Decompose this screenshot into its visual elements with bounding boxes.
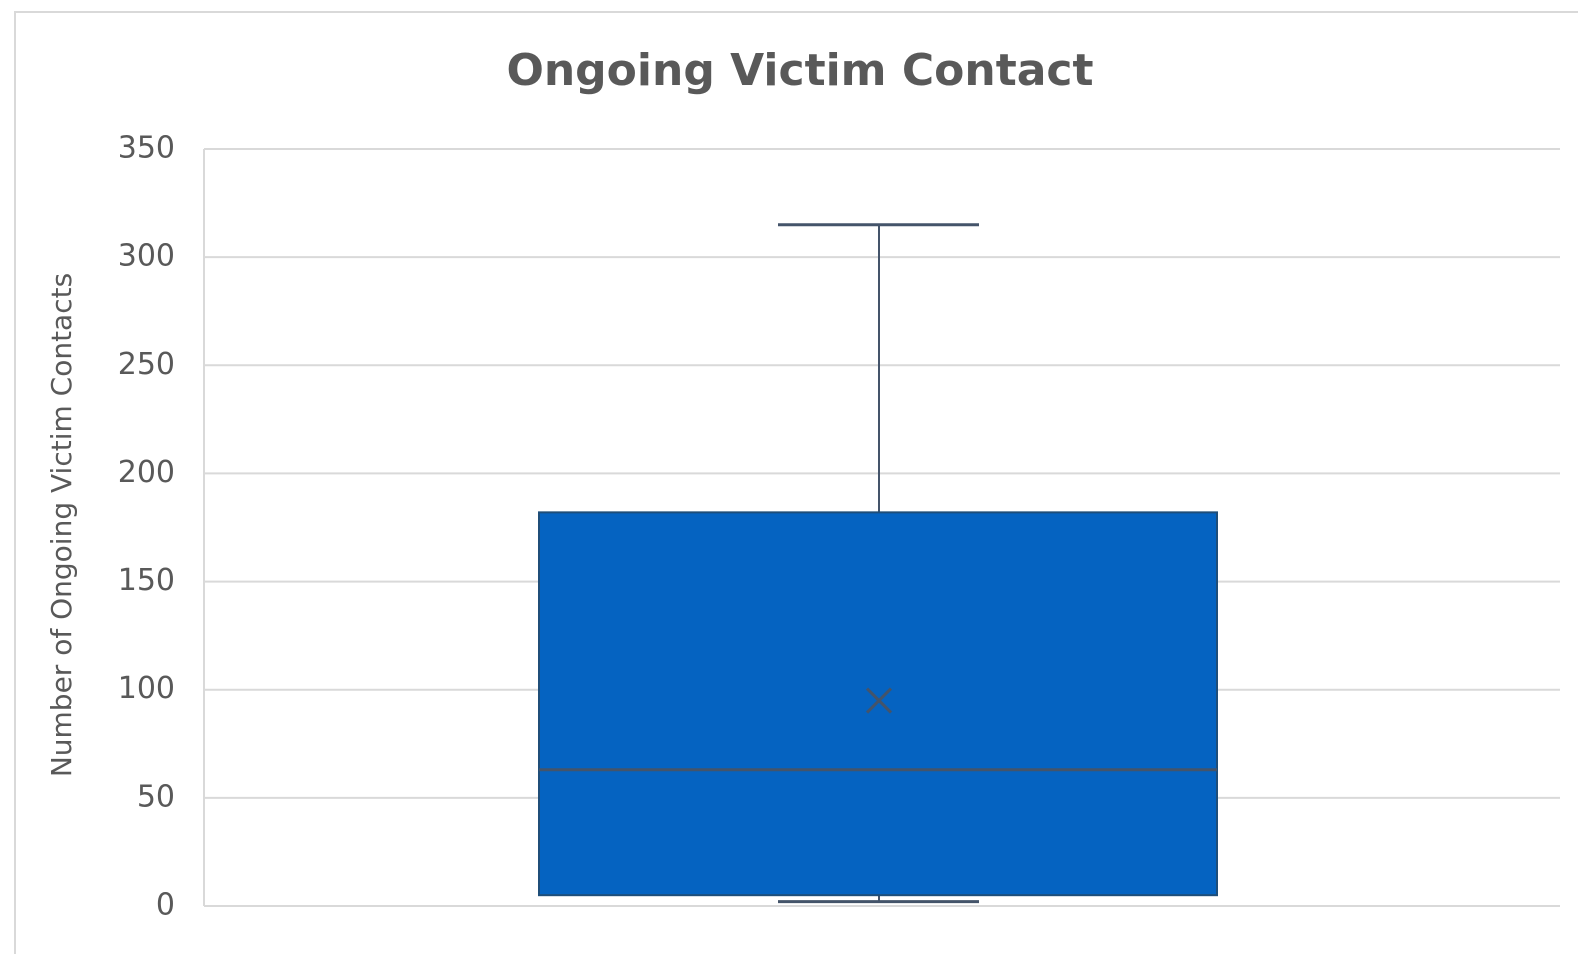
box: [538, 511, 1218, 897]
y-tick-label: 0: [156, 888, 175, 923]
y-axis-label: Number of Ongoing Victim Contacts: [45, 273, 78, 777]
mean-marker: [865, 687, 893, 714]
y-tick-label: 150: [118, 563, 175, 598]
y-tick-label: 250: [118, 347, 175, 382]
y-tick-label: 200: [118, 455, 175, 490]
y-tick-label: 300: [118, 239, 175, 274]
y-tick-label: 100: [118, 671, 175, 706]
chart-title: Ongoing Victim Contact: [506, 45, 1093, 96]
y-tick-label: 50: [137, 779, 175, 814]
y-tick-label: 350: [118, 131, 175, 166]
